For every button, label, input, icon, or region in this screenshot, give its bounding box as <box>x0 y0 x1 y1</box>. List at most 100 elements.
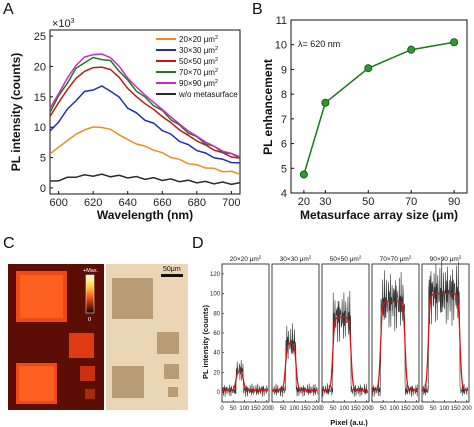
x-tick-label: 680 <box>188 197 206 209</box>
panel-a-x-ticks: 600 620 640 660 680 700 <box>49 191 241 209</box>
y-tick-label: 0 <box>40 183 46 195</box>
y-tick-label: 120 <box>210 272 221 278</box>
subplot-frame <box>271 263 320 403</box>
pl-map-square-core <box>20 275 63 318</box>
x-tick-label: 50 <box>280 406 287 412</box>
series-line-0 <box>49 126 241 175</box>
x-tick-label: 700 <box>222 197 240 209</box>
x-tick-label: 50 <box>230 406 237 412</box>
line-profile-subplot: 90×90 μm2 0 50 100 150 200 <box>420 255 472 413</box>
panel-a-series-group <box>49 53 241 186</box>
panel-label-c: C <box>3 235 15 252</box>
fit-curve <box>222 370 268 391</box>
x-tick-label: 200 <box>312 406 323 412</box>
fit-curve <box>421 292 468 391</box>
panel-b-y-axis-label: PL enhancement <box>261 59 275 155</box>
panel-b-y-ticks: 4 5 6 7 8 9 10 11 <box>275 15 294 200</box>
panel-label-d: D <box>192 235 204 252</box>
x-tick-label: 100 <box>389 406 400 412</box>
optical-square <box>157 332 179 354</box>
data-point <box>299 170 308 179</box>
y-tick-label: 4 <box>281 188 287 200</box>
optical-square <box>164 364 179 379</box>
panel-label-b: B <box>252 1 263 18</box>
x-tick-label: 200 <box>462 406 473 412</box>
x-tick-label: 70 <box>405 196 417 208</box>
panel-b-plot-frame <box>290 19 468 194</box>
x-tick-label: 50 <box>330 406 337 412</box>
colorbar-max-label: +Max. <box>83 268 99 274</box>
y-tick-label: 60 <box>213 331 220 337</box>
x-tick-label: 0 <box>420 406 424 412</box>
y-tick-label: 25 <box>34 31 46 43</box>
x-tick-label: 150 <box>351 406 362 412</box>
panel-b-enhancement-chart: 20 30 50 70 90 4 5 6 7 8 9 10 11 λ= 620 nm Metasurf… <box>261 15 468 222</box>
enhancement-line <box>303 41 455 175</box>
panel-a-legend: 20×20 μm2 30×30 μm2 50×50 μm2 70×70 μm2 90×9… <box>156 35 238 99</box>
raw-profile-trace <box>271 323 318 397</box>
panel-a-x-axis-label: Wavelength (nm) <box>97 208 193 222</box>
subplot-title: 50×50 μm2 <box>330 255 362 264</box>
x-tick-label: 150 <box>301 406 312 412</box>
series-line-5 <box>49 173 241 186</box>
x-tick-label: 620 <box>84 197 102 209</box>
x-tick-label: 600 <box>49 197 67 209</box>
x-tick-label: 200 <box>412 406 423 412</box>
panel-b-x-ticks: 20 30 50 70 90 <box>298 190 460 208</box>
y-tick-label: 5 <box>281 163 287 175</box>
fit-curve <box>372 300 418 391</box>
y-tick-label: 20 <box>34 61 46 73</box>
y-tick-label: 15 <box>34 92 46 104</box>
y-tick-label: 11 <box>276 15 287 27</box>
raw-profile-trace <box>371 270 418 397</box>
optical-square <box>112 278 153 319</box>
y-tick-label: 9 <box>281 64 287 76</box>
pl-map-square <box>85 389 95 399</box>
x-tick-label: 20 <box>298 196 310 208</box>
raw-profile-trace <box>321 290 368 397</box>
panel-d-y-ticks: 0 20 40 60 80 100 120 <box>210 272 224 396</box>
series-line-3 <box>49 56 241 159</box>
y-tick-label: 20 <box>213 370 220 376</box>
line-profile-subplot: 20×20 μm2 0 50 100 150 200 <box>220 255 272 413</box>
panel-a-y-ticks: 0 5 10 15 20 25 <box>34 31 53 195</box>
raw-profile-trace <box>221 359 268 397</box>
x-tick-label: 100 <box>239 406 250 412</box>
y-tick-label: 100 <box>210 292 221 298</box>
pl-map-square <box>69 333 94 358</box>
subplot-frame <box>221 263 270 403</box>
x-tick-label: 150 <box>451 406 462 412</box>
y-tick-label: 5 <box>40 153 46 165</box>
scalebar-label: 50μm <box>163 266 181 273</box>
y-tick-label: 40 <box>213 351 220 357</box>
x-tick-label: 200 <box>362 406 373 412</box>
legend-label: 30×30 μm2 <box>179 46 218 55</box>
panel-b-series-group <box>299 38 459 179</box>
line-profile-subplot: 50×50 μm2 0 50 100 150 200 <box>320 255 372 413</box>
x-tick-label: 0 <box>220 406 224 412</box>
subplot-frame <box>371 263 420 403</box>
series-line-1 <box>49 85 241 164</box>
legend-label: w/o metasurface <box>178 90 238 99</box>
panel-b-x-axis-label: Metasurface array size (μm) <box>300 208 458 222</box>
x-tick-label: 200 <box>262 406 273 412</box>
subplot-frame <box>421 263 470 403</box>
panel-a-y-multiplier: ×103 <box>52 18 75 30</box>
panel-label-a: A <box>3 1 14 18</box>
pl-map-square-core <box>19 366 54 401</box>
subplot-title: 70×70 μm2 <box>380 255 412 264</box>
optical-squares <box>112 278 179 398</box>
data-point <box>321 98 330 107</box>
fit-curve <box>322 316 368 391</box>
x-tick-label: 0 <box>320 406 324 412</box>
x-tick-label: 50 <box>362 196 374 208</box>
data-point <box>407 45 416 54</box>
data-point <box>450 38 459 47</box>
panel-a-spectra-chart: 600 620 640 660 680 700 0 5 10 15 20 25 Wavelength… <box>9 18 241 222</box>
pl-map-squares <box>16 271 95 404</box>
legend-label: 90×90 μm2 <box>179 79 218 88</box>
x-tick-label: 660 <box>153 197 171 209</box>
x-tick-label: 150 <box>401 406 412 412</box>
x-tick-label: 90 <box>448 196 460 208</box>
